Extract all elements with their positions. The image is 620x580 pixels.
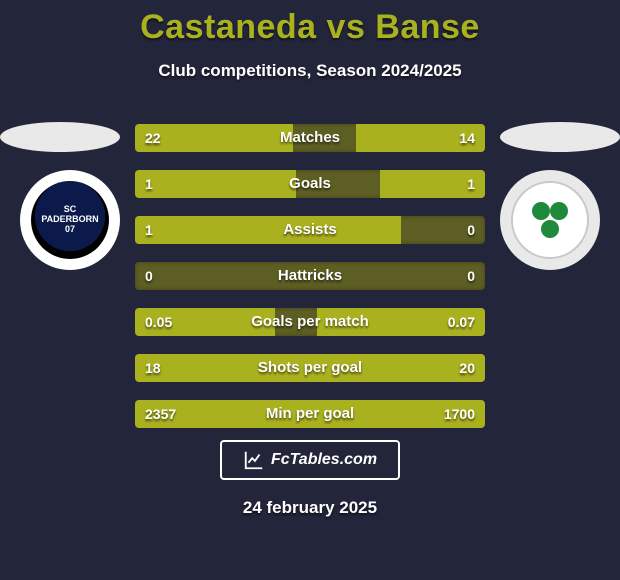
stat-row: Hattricks0 0 xyxy=(135,262,485,290)
decor-oval-right xyxy=(500,122,620,152)
brand-label: FcTables.com xyxy=(271,451,377,469)
comparison-infographic: Castaneda vs Banse Club competitions, Se… xyxy=(0,0,620,580)
stat-row: Goals1 1 xyxy=(135,170,485,198)
stat-value-right: 1 xyxy=(467,170,475,198)
stat-row: Matches22 14 xyxy=(135,124,485,152)
stat-row: Goals per match0.05 0.07 xyxy=(135,308,485,336)
stat-label: Assists xyxy=(135,216,485,244)
stat-value-right: 14 xyxy=(459,124,475,152)
chart-icon xyxy=(243,449,265,471)
paderborn-badge: SC PADERBORN 07 xyxy=(31,181,109,259)
page-title: Castaneda vs Banse xyxy=(0,0,620,47)
stat-label: Hattricks xyxy=(135,262,485,290)
crest-left-label: SC PADERBORN 07 xyxy=(41,205,98,235)
stat-row: Min per goal2357 1700 xyxy=(135,400,485,428)
furth-badge xyxy=(511,181,589,259)
clover-icon xyxy=(532,202,568,238)
stat-label: Min per goal xyxy=(135,400,485,428)
stat-label: Matches xyxy=(135,124,485,152)
stat-value-left: 18 xyxy=(145,354,161,382)
stat-value-left: 2357 xyxy=(145,400,176,428)
stat-value-left: 0 xyxy=(145,262,153,290)
stat-row: Shots per goal18 20 xyxy=(135,354,485,382)
stat-value-right: 0 xyxy=(467,216,475,244)
stat-bars: Matches2214Goals11Assists10Hattricks00Go… xyxy=(135,124,485,446)
stat-value-right: 1700 xyxy=(444,400,475,428)
club-crest-right xyxy=(500,170,600,270)
stat-label: Goals xyxy=(135,170,485,198)
brand-box: FcTables.com xyxy=(220,440,400,480)
stat-value-right: 20 xyxy=(459,354,475,382)
decor-oval-left xyxy=(0,122,120,152)
date-label: 24 february 2025 xyxy=(0,498,620,518)
stat-value-left: 1 xyxy=(145,170,153,198)
stat-value-left: 22 xyxy=(145,124,161,152)
page-subtitle: Club competitions, Season 2024/2025 xyxy=(0,61,620,81)
stat-label: Goals per match xyxy=(135,308,485,336)
stat-value-left: 0.05 xyxy=(145,308,172,336)
stat-value-left: 1 xyxy=(145,216,153,244)
club-crest-left: SC PADERBORN 07 xyxy=(20,170,120,270)
stat-label: Shots per goal xyxy=(135,354,485,382)
stat-value-right: 0.07 xyxy=(448,308,475,336)
stat-row: Assists1 0 xyxy=(135,216,485,244)
stat-value-right: 0 xyxy=(467,262,475,290)
